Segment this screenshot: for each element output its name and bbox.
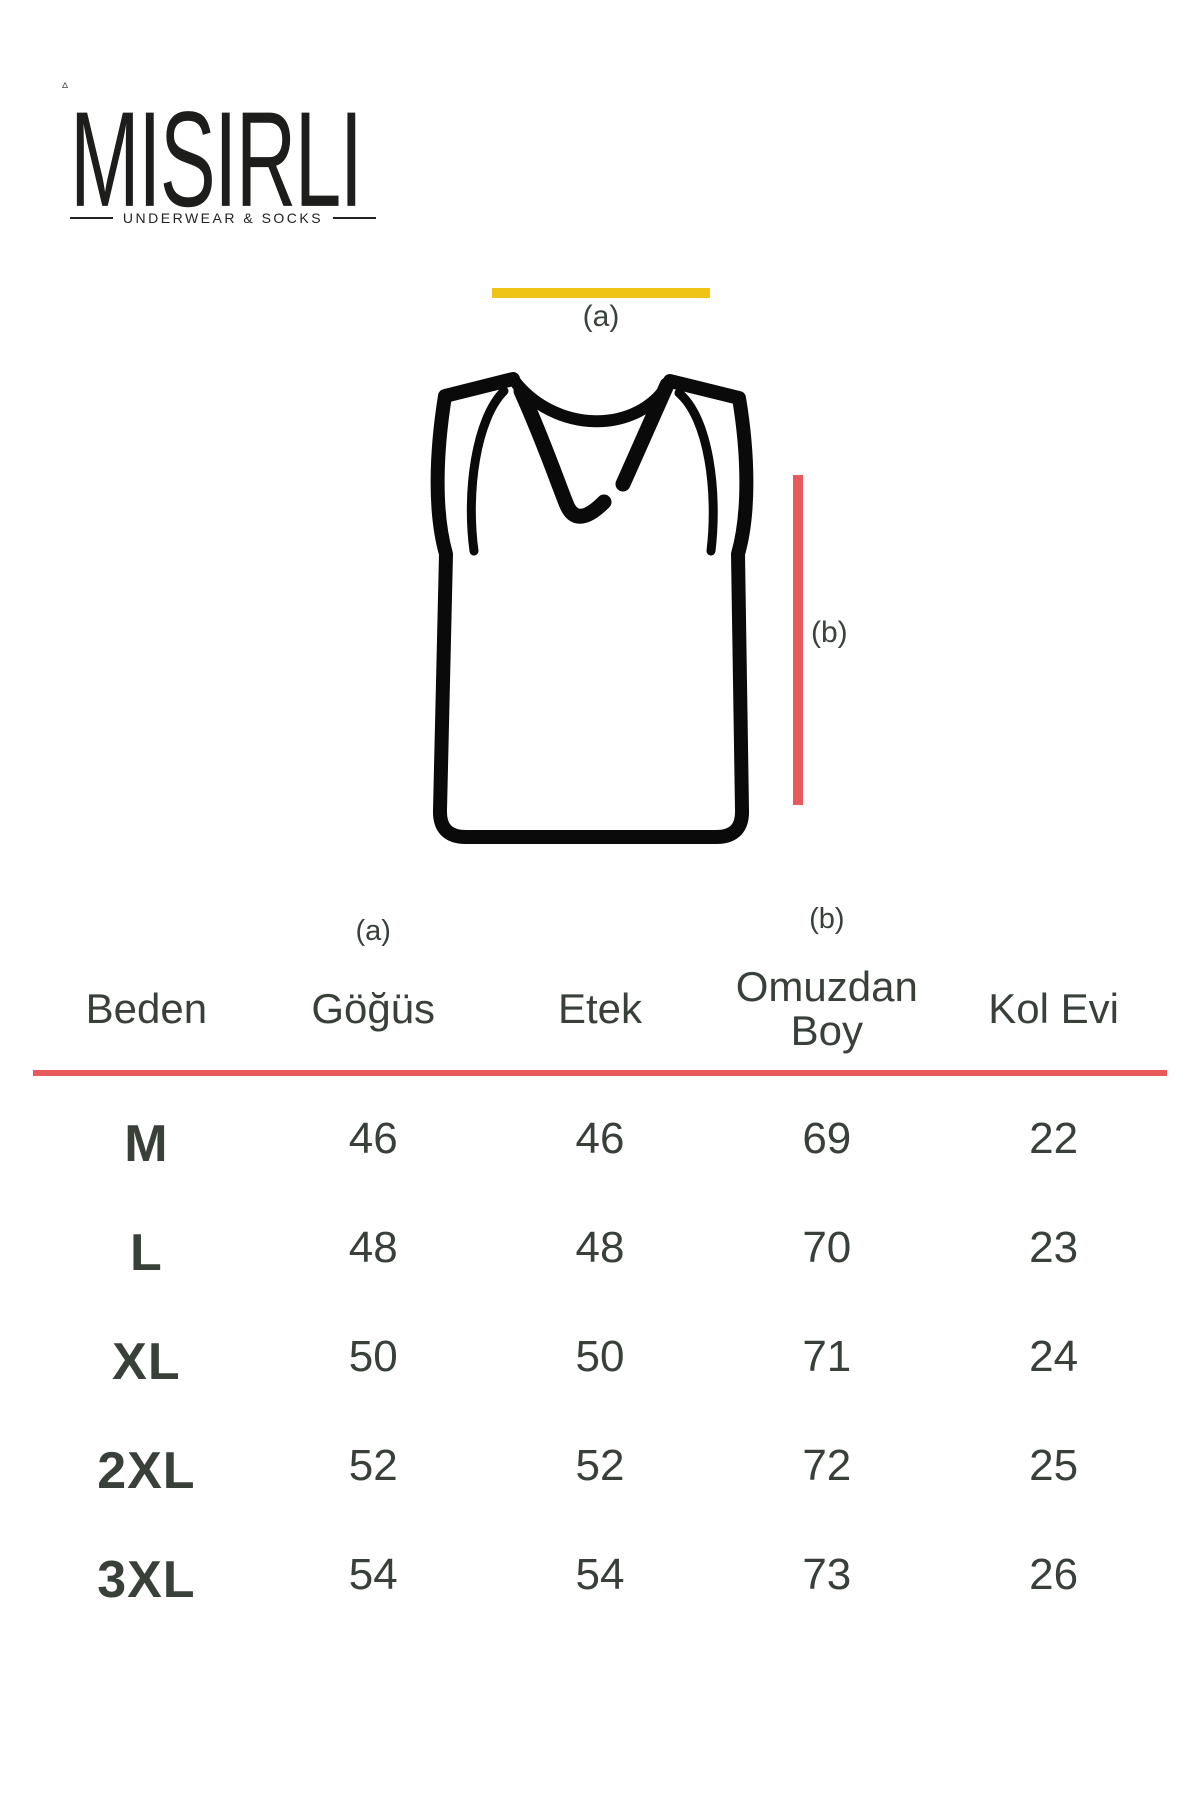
value-etek: 48 [575, 1222, 625, 1272]
width-measure-label: (a) [582, 300, 620, 333]
header-omuzdan-boy: Omuzdan Boy [735, 963, 918, 1055]
tagline-left-rule [70, 217, 113, 219]
brand-name: MISIRLI [70, 84, 363, 236]
value-omuzdan-boy: 70 [802, 1222, 852, 1272]
header-gogus: Göğüs [311, 985, 436, 1033]
width-measure-bar [492, 288, 710, 298]
size-label: 2XL [97, 1441, 196, 1500]
size-label: 3XL [97, 1550, 196, 1609]
value-gogus: 54 [348, 1549, 398, 1599]
table-row: L 48 48 70 23 [33, 1193, 1167, 1302]
table-row: 2XL 52 52 72 25 [33, 1411, 1167, 1520]
value-omuzdan-boy: 72 [802, 1440, 852, 1490]
table-body: M 46 46 69 22 L 48 48 70 23 XL 50 50 71 … [33, 1084, 1167, 1629]
value-etek: 52 [575, 1440, 625, 1490]
value-omuzdan-boy: 73 [802, 1549, 852, 1599]
column-note-b: (b) [809, 903, 845, 935]
value-kol-evi: 22 [1029, 1113, 1079, 1163]
column-note-a: (a) [355, 915, 391, 947]
header-kol-evi: Kol Evi [988, 985, 1119, 1033]
value-kol-evi: 26 [1029, 1549, 1079, 1599]
value-etek: 50 [575, 1331, 625, 1381]
table-header-row: Beden Göğüs Etek Omuzdan Boy Kol Evi [33, 963, 1167, 1055]
table-row: XL 50 50 71 24 [33, 1302, 1167, 1411]
column-note-row: (a) (b) [33, 903, 1167, 957]
value-kol-evi: 24 [1029, 1331, 1079, 1381]
size-label: M [124, 1114, 169, 1173]
length-measure-label: (b) [811, 616, 848, 649]
size-table: (a) (b) Beden Göğüs Etek Omuzdan Boy Kol… [33, 903, 1167, 1629]
value-gogus: 52 [348, 1440, 398, 1490]
value-etek: 46 [575, 1113, 625, 1163]
value-omuzdan-boy: 71 [802, 1331, 852, 1381]
tagline-right-rule [333, 217, 377, 219]
table-divider-line [33, 1070, 1167, 1077]
value-kol-evi: 23 [1029, 1222, 1079, 1272]
length-measure-bar [793, 475, 803, 805]
triangle-logo-icon: ▵ [62, 77, 69, 91]
header-etek: Etek [557, 985, 643, 1033]
value-etek: 54 [575, 1549, 625, 1599]
undershirt-drawing [424, 372, 758, 855]
header-beden: Beden [85, 985, 208, 1033]
value-omuzdan-boy: 69 [802, 1113, 852, 1163]
table-row: M 46 46 69 22 [33, 1084, 1167, 1193]
size-label: XL [112, 1332, 181, 1391]
value-gogus: 48 [348, 1222, 398, 1272]
value-gogus: 46 [348, 1113, 398, 1163]
undershirt-icon [430, 372, 754, 844]
brand-tagline-row: UNDERWEAR & SOCKS [70, 210, 377, 226]
size-label: L [130, 1223, 163, 1282]
brand-tagline: UNDERWEAR & SOCKS [122, 210, 324, 226]
value-kol-evi: 25 [1029, 1440, 1079, 1490]
value-gogus: 50 [348, 1331, 398, 1381]
table-row: 3XL 54 54 73 26 [33, 1520, 1167, 1629]
